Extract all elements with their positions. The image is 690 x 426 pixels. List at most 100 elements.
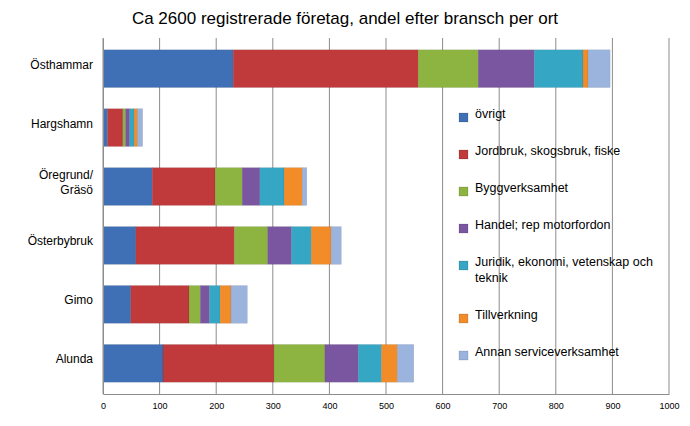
tick: 100	[153, 394, 168, 411]
grid-line	[442, 38, 443, 394]
tick: 1000	[659, 394, 679, 411]
tick-label: 700	[492, 401, 507, 411]
bars	[103, 50, 610, 382]
bar	[130, 109, 135, 147]
bar	[103, 286, 131, 324]
tick: Alunda	[56, 352, 103, 366]
bar	[136, 227, 234, 265]
axis-line	[104, 394, 670, 395]
tick: 800	[549, 394, 564, 411]
tick: Österbybruk	[28, 234, 103, 248]
text-line: Gräsö	[60, 183, 93, 197]
series	[138, 50, 611, 382]
bar	[534, 50, 583, 88]
tick-label: 800	[549, 401, 564, 411]
legend-swatch	[459, 187, 468, 196]
grid-line	[159, 38, 160, 394]
grid-line	[386, 38, 387, 394]
bar	[311, 227, 331, 265]
legend-item: Jordbruk, skogsbruk, fiske	[459, 144, 620, 159]
legend-label: Tillverkning	[475, 308, 538, 322]
tick-label: 1000	[659, 401, 679, 411]
legend-swatch	[459, 261, 468, 270]
grid-line	[329, 38, 330, 394]
legend-item: övrigt	[459, 107, 506, 122]
bar	[200, 286, 209, 324]
axis-line	[103, 39, 104, 395]
legend-label: Byggverksamhet	[475, 181, 569, 195]
text-line: Handel; rep motorfordon	[475, 218, 611, 232]
bar	[152, 168, 215, 206]
tick: Östhammar	[30, 58, 103, 72]
text-line: Juridik, ekonomi, vetenskap och	[475, 255, 653, 269]
tick: Gimo	[64, 293, 103, 307]
bar	[302, 168, 307, 206]
tick: 900	[605, 394, 620, 411]
tick: 500	[379, 394, 394, 411]
chart: Ca 2600 registrerade företag, andel efte…	[0, 0, 690, 426]
bar	[331, 227, 341, 265]
grid-line	[103, 38, 104, 394]
text-line: Jordbruk, skogsbruk, fiske	[475, 144, 620, 158]
bar	[123, 109, 126, 147]
text-line: Tillverkning	[475, 308, 538, 322]
legend-label: Handel; rep motorfordon	[475, 218, 611, 232]
legend-label: Juridik, ekonomi, vetenskap ochteknik	[475, 255, 653, 285]
series	[130, 50, 583, 382]
category-label: Öregrund/Gräsö	[39, 168, 94, 197]
bar	[325, 344, 358, 382]
legend-label: Jordbruk, skogsbruk, fiske	[475, 144, 620, 158]
title: Ca 2600 registrerade företag, andel efte…	[132, 9, 558, 28]
y-axis: Östhammar Hargshamn Öregrund/Gräsö Österbyb…	[28, 39, 104, 395]
legend-swatch	[459, 224, 468, 233]
bar	[231, 286, 247, 324]
category-label: Gimo	[64, 293, 93, 307]
series	[134, 50, 588, 382]
legend-item: Handel; rep motorfordon	[459, 218, 611, 233]
tick: 200	[209, 394, 224, 411]
legend-label: övrigt	[475, 107, 506, 121]
series	[108, 50, 419, 382]
text-line: Öregrund/	[39, 168, 94, 182]
tick: Hargshamn	[31, 117, 103, 131]
series	[126, 50, 535, 382]
bar	[103, 168, 152, 206]
text-line: Österbybruk	[28, 234, 94, 248]
tick-label: 400	[322, 401, 337, 411]
bar	[108, 109, 123, 147]
tick-label: 100	[153, 401, 168, 411]
bar	[103, 344, 163, 382]
bar	[126, 109, 130, 147]
text-line: Gimo	[64, 293, 93, 307]
legend-item: Annan serviceverksamhet	[459, 345, 619, 360]
x-axis: 01002003004005006007008009001000	[101, 394, 680, 411]
bar	[583, 50, 588, 88]
series	[123, 50, 478, 382]
category-label: Alunda	[56, 352, 94, 366]
bar	[234, 227, 267, 265]
bar	[284, 168, 302, 206]
legend-label: Annan serviceverksamhet	[475, 345, 619, 359]
bar	[397, 344, 413, 382]
grid-line	[612, 38, 613, 394]
bar	[163, 344, 274, 382]
grid	[103, 38, 669, 394]
grid-line	[669, 38, 670, 394]
bar	[418, 50, 478, 88]
bar	[268, 227, 292, 265]
grid-line	[272, 38, 273, 394]
legend: övrigt Jordbruk, skogsbruk, fiske Byggverk…	[459, 107, 653, 360]
text-line: Annan serviceverksamhet	[475, 345, 619, 359]
tick: 300	[266, 394, 281, 411]
legend-item: Byggverksamhet	[459, 181, 569, 196]
text-line: övrigt	[475, 107, 506, 121]
text-line: Östhammar	[30, 58, 93, 72]
category-label: Österbybruk	[28, 234, 94, 248]
bar	[138, 109, 143, 147]
tick: 400	[322, 394, 337, 411]
category-label: Hargshamn	[31, 117, 93, 131]
bar	[274, 344, 325, 382]
text-line: Byggverksamhet	[475, 181, 569, 195]
bar	[291, 227, 311, 265]
bar	[588, 50, 610, 88]
